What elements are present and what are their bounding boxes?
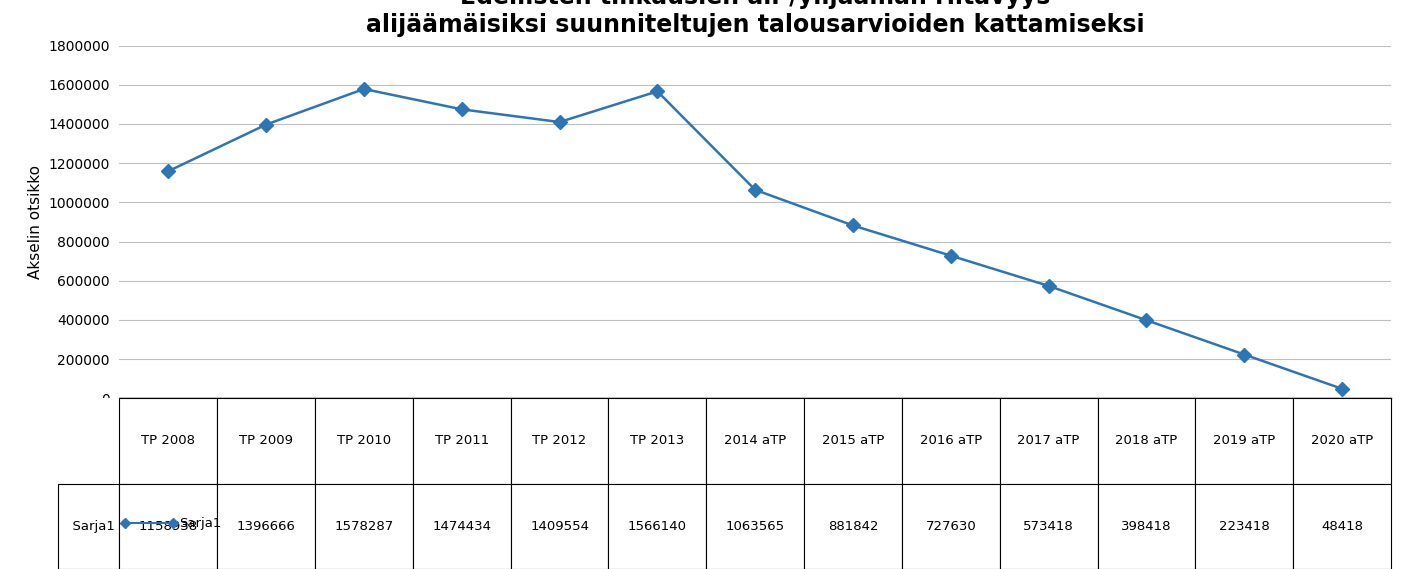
Title: Edellisten tilikausien ali-/ylijäämän riitävyys
alijäämäisiksi suunniteltujen ta: Edellisten tilikausien ali-/ylijäämän ri…: [365, 0, 1145, 36]
Y-axis label: Akselin otsikko: Akselin otsikko: [28, 165, 42, 279]
Text: Sarja1: Sarja1: [180, 517, 222, 530]
